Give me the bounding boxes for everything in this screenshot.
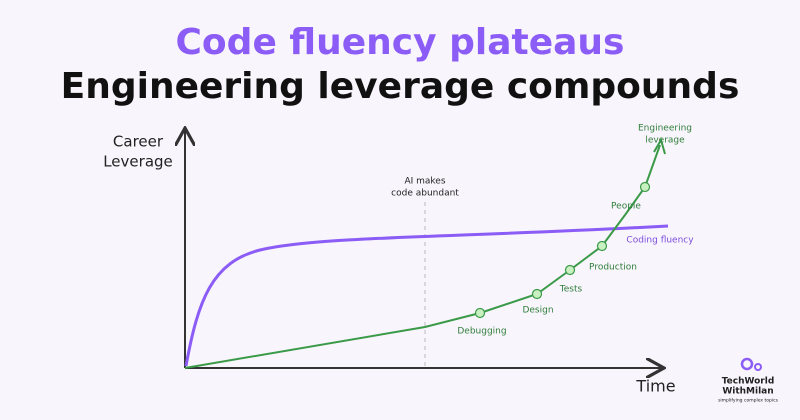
milestone-label: Production [589, 263, 637, 273]
logo-icon [740, 357, 754, 371]
annotation: code abundant [391, 189, 459, 199]
milestone-dot [474, 307, 486, 319]
x-label: Time [635, 377, 675, 396]
subtitle: Engineering leverage compounds [61, 66, 740, 107]
coding-curve [184, 224, 669, 367]
milestone-dots [474, 181, 651, 319]
milestone-dot [639, 181, 651, 193]
annotation: AI makes [404, 177, 445, 187]
milestone-dot [596, 240, 608, 252]
logo-tagline: simplifying complex topics [718, 398, 778, 404]
milestone-label: Design [522, 306, 553, 316]
engineering-arrow [653, 137, 666, 155]
milestone-label: People [611, 202, 641, 212]
title: Code fluency plateaus [176, 22, 625, 63]
milestone-label: Debugging [457, 327, 506, 337]
logo: TechWorld WithMilan simplifying complex … [718, 357, 779, 404]
milestone-dot [531, 288, 543, 300]
logo-text: TechWorld [722, 377, 775, 387]
milestone-label: Tests [559, 285, 583, 295]
engineering-label: Engineering [638, 124, 692, 134]
y-label: Leverage [103, 153, 173, 171]
logo-text: WithMilan [722, 387, 773, 397]
milestone-dot [564, 264, 576, 276]
coding-label: Coding fluency [626, 236, 694, 246]
logo-icon [754, 363, 762, 371]
y-label: Career [113, 133, 164, 151]
engineering-label: leverage [645, 136, 685, 146]
